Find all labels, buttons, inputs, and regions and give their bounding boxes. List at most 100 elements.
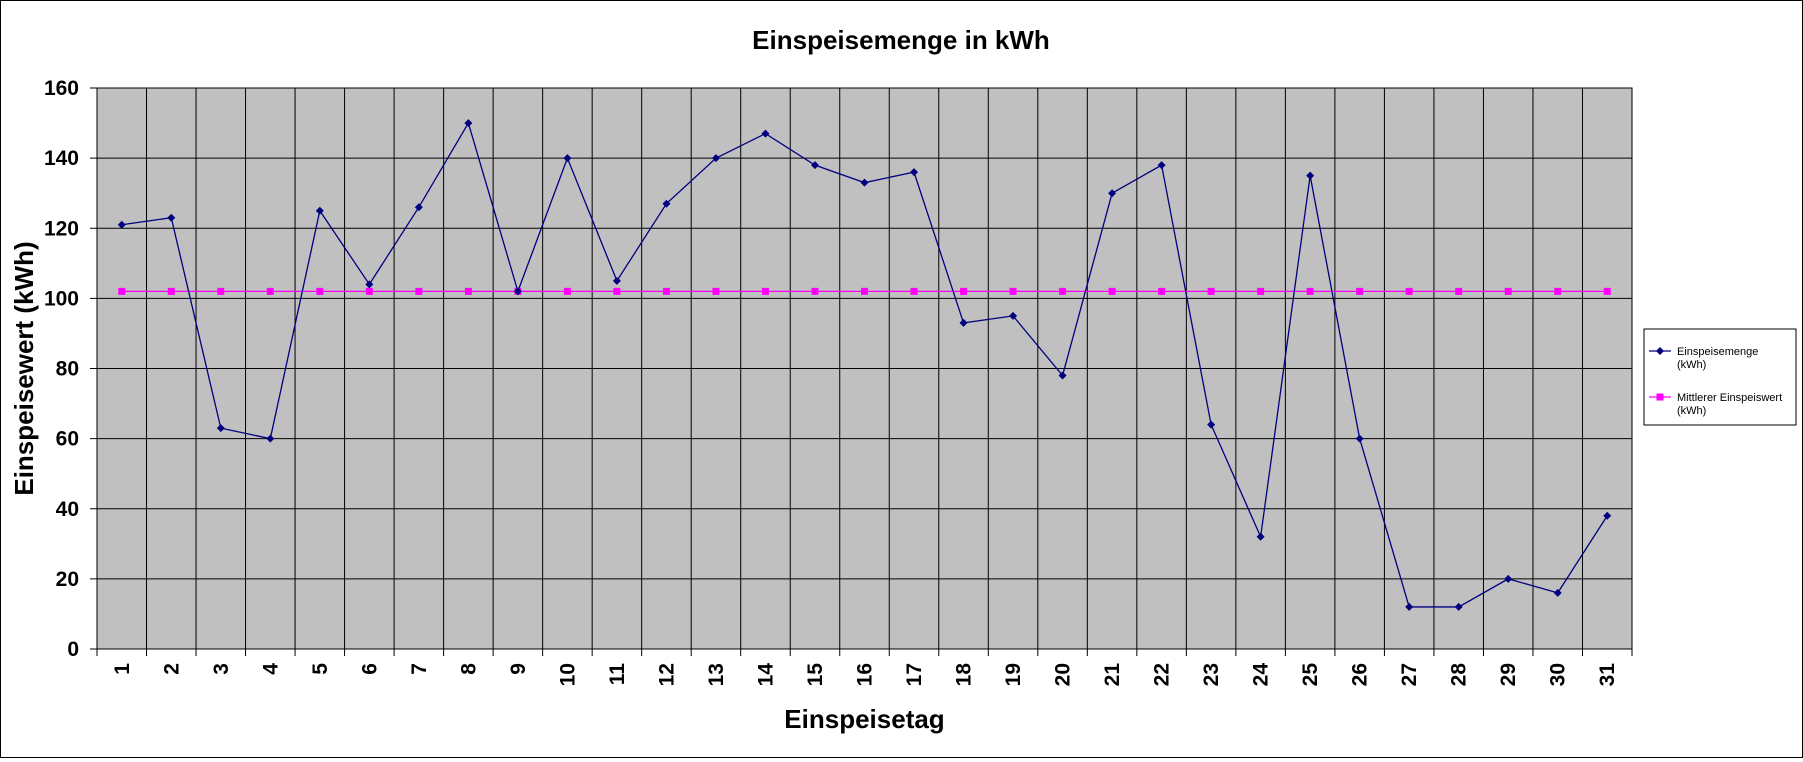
data-point bbox=[1306, 171, 1315, 180]
y-tick-label: 0 bbox=[67, 638, 79, 661]
data-point bbox=[1504, 287, 1512, 295]
data-point bbox=[1256, 532, 1265, 541]
y-tick-label: 40 bbox=[56, 498, 79, 521]
x-tick-label: 12 bbox=[655, 663, 678, 686]
data-point bbox=[761, 287, 769, 295]
x-tick-label: 23 bbox=[1200, 663, 1223, 686]
data-point bbox=[1059, 287, 1067, 295]
data-point bbox=[1257, 287, 1265, 295]
data-point bbox=[910, 287, 918, 295]
y-tick-label: 120 bbox=[44, 217, 79, 240]
data-point bbox=[1454, 602, 1463, 611]
x-tick-label: 24 bbox=[1250, 663, 1273, 687]
data-point bbox=[117, 220, 126, 229]
x-tick-label: 27 bbox=[1398, 663, 1421, 686]
x-tick-label: 17 bbox=[903, 663, 926, 686]
grid-lines bbox=[90, 87, 1633, 656]
data-point bbox=[415, 287, 423, 295]
y-tick-label: 100 bbox=[44, 287, 79, 310]
data-point bbox=[861, 287, 868, 295]
data-point bbox=[810, 161, 819, 170]
x-tick-label: 15 bbox=[804, 663, 827, 687]
data-point bbox=[613, 287, 621, 295]
data-point bbox=[1554, 287, 1562, 295]
data-point bbox=[414, 203, 423, 212]
data-point bbox=[1603, 511, 1612, 520]
data-point bbox=[1157, 161, 1166, 170]
legend-items: Einspeisemenge(kWh) Mittlerer Einspeiswer… bbox=[1649, 346, 1782, 417]
data-point bbox=[563, 287, 571, 295]
data-point bbox=[1009, 287, 1017, 295]
y-tick-label: 80 bbox=[56, 358, 79, 381]
legend-item: Einspeisemenge(kWh) bbox=[1649, 346, 1758, 371]
data-point bbox=[118, 287, 126, 295]
x-tick-label: 29 bbox=[1497, 663, 1520, 686]
data-point bbox=[316, 287, 324, 295]
y-tick-label: 160 bbox=[44, 77, 79, 100]
data-point bbox=[1504, 574, 1513, 583]
data-point bbox=[960, 287, 968, 295]
x-tick-label: 6 bbox=[358, 663, 381, 675]
data-point bbox=[513, 287, 522, 296]
x-axis-ticks: 1 2 3 4 5 6 7 8 9 10 11 12 13 14 15 16 17 18 19 20 21 22 23 24 2… bbox=[111, 663, 1619, 687]
data-point bbox=[860, 178, 869, 187]
x-tick-label: 14 bbox=[754, 663, 777, 687]
data-point bbox=[711, 154, 720, 163]
y-tick-label: 60 bbox=[56, 428, 79, 451]
x-tick-label: 21 bbox=[1101, 663, 1124, 687]
legend-marker bbox=[1656, 393, 1664, 401]
legend-label: (kWh) bbox=[1677, 405, 1706, 417]
y-tick-label: 140 bbox=[44, 147, 79, 170]
data-point bbox=[266, 287, 274, 295]
x-tick-label: 2 bbox=[160, 663, 183, 675]
x-tick-label: 11 bbox=[606, 663, 629, 686]
data-point bbox=[315, 206, 324, 215]
x-tick-label: 22 bbox=[1151, 663, 1174, 686]
x-tick-label: 10 bbox=[556, 663, 579, 686]
x-tick-label: 13 bbox=[705, 663, 728, 686]
x-tick-label: 3 bbox=[210, 663, 233, 675]
data-point bbox=[1356, 287, 1364, 295]
data-point bbox=[1306, 287, 1314, 295]
legend: Einspeisemenge(kWh) Mittlerer Einspeiswer… bbox=[1643, 328, 1797, 426]
data-point bbox=[1207, 420, 1216, 429]
y-axis-title: Einspeisewert (kWh) bbox=[9, 241, 39, 495]
data-point bbox=[1058, 371, 1067, 380]
data-point bbox=[1405, 602, 1414, 611]
x-tick-label: 30 bbox=[1547, 663, 1570, 686]
legend-box bbox=[1643, 328, 1797, 426]
series-mittlerer-einspeiswert bbox=[118, 287, 1611, 295]
data-point bbox=[811, 287, 819, 295]
data-point bbox=[167, 287, 175, 295]
x-tick-label: 20 bbox=[1052, 663, 1075, 686]
data-point bbox=[1108, 287, 1116, 295]
data-point bbox=[1603, 287, 1611, 295]
x-tick-label: 28 bbox=[1448, 663, 1471, 687]
x-tick-label: 19 bbox=[1002, 663, 1025, 686]
x-tick-label: 7 bbox=[408, 663, 431, 675]
x-axis-title: Einspeisetag bbox=[784, 704, 944, 734]
data-point bbox=[662, 199, 671, 208]
data-point bbox=[464, 287, 472, 295]
data-point bbox=[1405, 287, 1413, 295]
x-tick-label: 25 bbox=[1299, 663, 1322, 687]
x-tick-label: 16 bbox=[854, 663, 877, 686]
data-point bbox=[1207, 287, 1215, 295]
legend-item: Mittlerer Einspeiswert(kWh) bbox=[1649, 392, 1782, 417]
data-point bbox=[662, 287, 670, 295]
data-point bbox=[365, 280, 374, 289]
y-axis-ticks: 0 20 40 60 80 100 120 140 160 bbox=[44, 77, 79, 661]
data-point bbox=[1553, 588, 1562, 597]
data-point bbox=[563, 154, 572, 163]
x-tick-label: 1 bbox=[111, 663, 134, 675]
data-point bbox=[612, 276, 621, 285]
data-point bbox=[910, 168, 919, 177]
x-tick-label: 4 bbox=[259, 663, 282, 675]
data-point bbox=[761, 129, 770, 138]
x-tick-label: 31 bbox=[1596, 663, 1619, 687]
data-point bbox=[1108, 189, 1117, 198]
data-point bbox=[959, 318, 968, 327]
x-tick-label: 18 bbox=[953, 663, 976, 687]
